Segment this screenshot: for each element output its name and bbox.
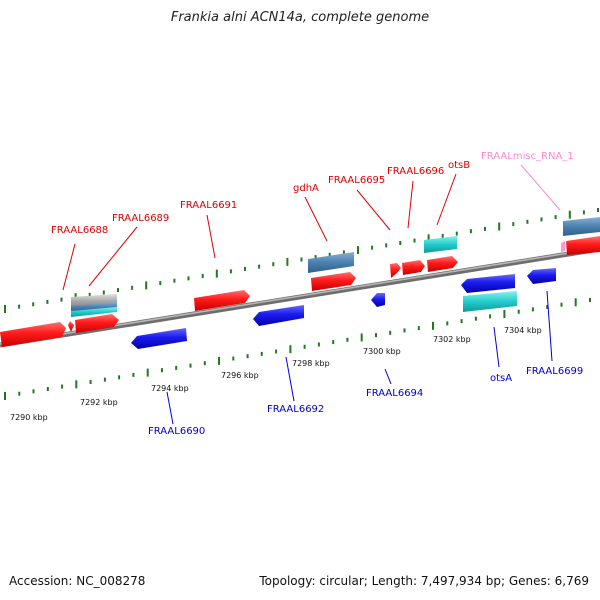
gene-arrow-otsb[interactable] [427,256,458,272]
cds-cyan-otsa[interactable] [463,291,517,312]
gene-arrow-fraal6692[interactable] [253,305,304,326]
cds-cyan[interactable] [71,307,117,317]
lower-tick-track [4,298,591,400]
upper-gene-labels: FRAAL6688 FRAAL6689 FRAAL6691 gdhA FRAAL… [51,151,574,236]
accession-text: Accession: NC_008278 [9,574,146,588]
gene-arrow-fraal6696[interactable] [402,260,425,275]
gene-label-fraal6688[interactable]: FRAAL6688 [51,225,108,236]
gene-arrow-fraal6691[interactable] [194,290,250,311]
lower-gene-labels: FRAAL6690 FRAAL6692 FRAAL6694 otsA FRAAL… [148,366,583,437]
gene-label-fraal6699[interactable]: FRAAL6699 [526,366,583,377]
gene-arrow-fraal6695[interactable] [390,263,401,278]
forward-strand-features [0,217,600,347]
gene-label-fraal6696[interactable]: FRAAL6696 [387,166,444,177]
gene-arrow-fraal6690[interactable] [131,328,187,349]
gene-arrow-gdha[interactable] [311,272,356,291]
gene-label-fraalmisc-rna-1[interactable]: FRAALmisc_RNA_1 [481,151,574,162]
gene-label-otsa[interactable]: otsA [490,373,512,384]
label-leader-lines [62,164,561,425]
gene-label-otsb[interactable]: otsB [448,160,470,171]
gene-arrow-misc[interactable] [566,236,600,255]
gene-arrow-fraal6694[interactable] [371,293,385,307]
gene-arrow-otsa[interactable] [461,274,515,293]
cds-steel-misc[interactable] [563,217,600,236]
gene-arrow-fraal6689[interactable] [75,314,119,333]
genome-summary-text: Topology: circular; Length: 7,497,934 bp… [259,574,589,588]
upper-tick-track [4,208,599,313]
gene-label-fraal6690[interactable]: FRAAL6690 [148,426,205,437]
gene-label-fraal6692[interactable]: FRAAL6692 [267,404,324,415]
gene-label-fraal6691[interactable]: FRAAL6691 [180,200,237,211]
gene-label-fraal6694[interactable]: FRAAL6694 [366,388,423,399]
scale-label: 7296 kbp [221,371,259,380]
scale-label: 7290 kbp [10,413,48,422]
scale-labels: 7290 kbp 7292 kbp 7294 kbp 7296 kbp 7298… [10,326,542,422]
gene-arrow-fraal6688[interactable] [0,322,66,347]
cds-cyan-otsb[interactable] [424,236,457,253]
gene-arrow-fraal6699[interactable] [527,268,556,284]
misc-rna-marker [561,241,565,252]
gene-label-fraal6695[interactable]: FRAAL6695 [328,175,385,186]
scale-label: 7298 kbp [292,359,330,368]
scale-label: 7294 kbp [151,384,189,393]
reverse-strand-features [131,268,556,349]
gene-label-gdha[interactable]: gdhA [293,183,319,194]
scale-label: 7302 kbp [433,335,471,344]
scale-label: 7292 kbp [80,398,118,407]
cds-steel[interactable] [71,302,117,312]
scale-label: 7304 kbp [504,326,542,335]
gene-label-fraal6689[interactable]: FRAAL6689 [112,213,169,224]
gene-marker [68,321,74,332]
map-title: Frankia alni ACN14a, complete genome [170,10,430,25]
scale-label: 7300 kbp [363,347,401,356]
cds-steel-gdha[interactable] [308,252,354,273]
